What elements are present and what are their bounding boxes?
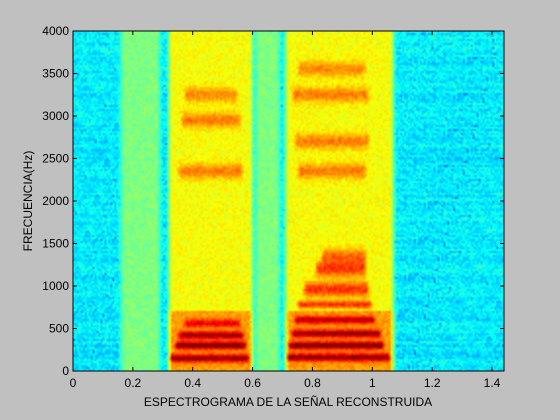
y-tick-label: 2000: [42, 194, 69, 208]
x-tick-label: 0: [70, 376, 77, 390]
y-tick-label: 3000: [42, 109, 69, 123]
x-tick-label: 0.8: [304, 376, 321, 390]
spectrogram-heatmap: [73, 31, 504, 371]
x-tick-label: 0.6: [244, 376, 261, 390]
y-tick-label: 3500: [42, 67, 69, 81]
y-tick-label: 2500: [42, 152, 69, 166]
y-tick-label: 4000: [42, 24, 69, 38]
y-tick-label: 0: [62, 364, 69, 378]
y-axis-label: FRECUENCIA(Hz): [21, 151, 35, 252]
y-tick-label: 1000: [42, 279, 69, 293]
plot-area: [72, 30, 505, 372]
x-tick-label: 1.4: [484, 376, 501, 390]
y-axis-ticks: 0 500 1000 1500 2000 2500 3000 3500 4000: [42, 24, 504, 378]
x-tick-label: 0.4: [184, 376, 201, 390]
x-axis-ticks: 0 0.2 0.4 0.6 0.8 1 1.2 1.4: [70, 31, 501, 390]
x-tick-label: 0.2: [125, 376, 142, 390]
y-tick-label: 1500: [42, 237, 69, 251]
x-tick-label: 1: [369, 376, 376, 390]
x-axis-label: ESPECTROGRAMA DE LA SEÑAL RECONSTRUIDA: [144, 395, 432, 409]
x-tick-label: 1.2: [424, 376, 441, 390]
y-tick-label: 500: [49, 322, 69, 336]
